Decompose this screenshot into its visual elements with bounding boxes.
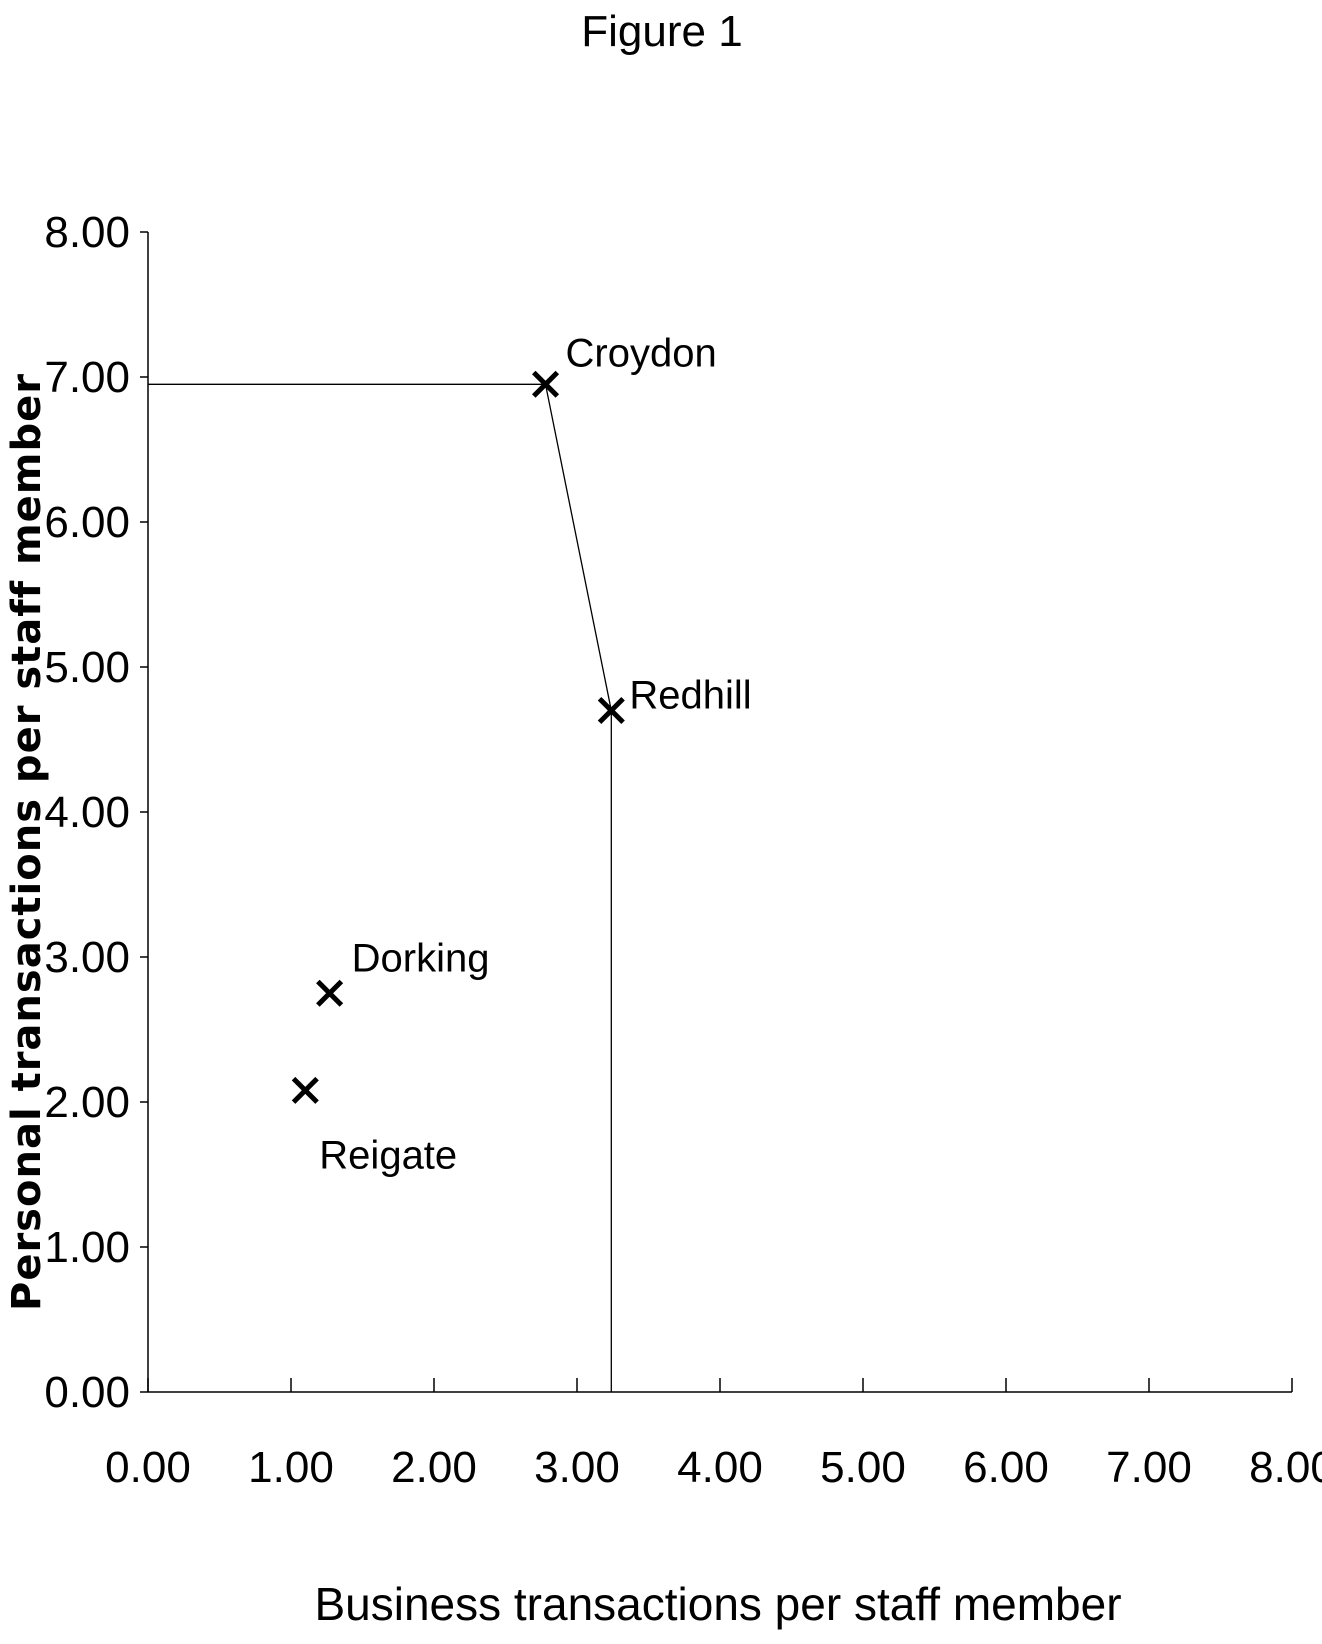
x-tick-label: 1.00 (248, 1443, 334, 1492)
marker-x-stroke (291, 1076, 319, 1104)
plot-area: 0.00 1.00 2.00 3.00 4.00 5.00 6.00 7.00 8.00 0.00… (44, 208, 1322, 1492)
point-label-reigate: Reigate (319, 1133, 457, 1177)
x-tick-label: 6.00 (963, 1443, 1049, 1492)
y-tick-label: 6.00 (44, 498, 130, 547)
y-tick-label: 5.00 (44, 643, 130, 692)
chart-title: Figure 1 (581, 7, 742, 56)
point-label-dorking: Dorking (352, 936, 490, 980)
y-tick-label: 0.00 (44, 1368, 130, 1417)
marker-x-stroke (597, 696, 625, 725)
frontier-line (148, 383, 612, 1392)
point-label-croydon: Croydon (566, 331, 717, 375)
marker-x-stroke (316, 979, 344, 1007)
y-axis-label: Personal transactions per staff member (4, 373, 50, 1311)
y-tick-label: 1.00 (44, 1223, 130, 1272)
x-tick-label: 2.00 (391, 1443, 477, 1492)
y-tick-label: 4.00 (44, 788, 130, 837)
point-label-redhill: Redhill (629, 674, 751, 718)
point-reigate (291, 1076, 319, 1104)
y-tick-label: 3.00 (44, 933, 130, 982)
x-tick-label: 3.00 (534, 1443, 620, 1492)
x-tick-label: 0.00 (105, 1443, 191, 1492)
point-croydon (532, 370, 560, 398)
x-tick-label: 7.00 (1106, 1443, 1192, 1492)
y-tick-label: 8.00 (44, 208, 130, 257)
point-dorking (316, 979, 344, 1007)
x-tick-label: 8.00 (1249, 1443, 1322, 1492)
point-redhill (597, 696, 625, 725)
x-tick-label: 4.00 (677, 1443, 763, 1492)
y-tick-label: 2.00 (44, 1078, 130, 1127)
y-tick-label: 7.00 (44, 353, 130, 402)
x-tick-label: 5.00 (820, 1443, 906, 1492)
marker-x-stroke (532, 370, 560, 398)
x-axis-label: Business transactions per staff member (314, 1578, 1121, 1630)
